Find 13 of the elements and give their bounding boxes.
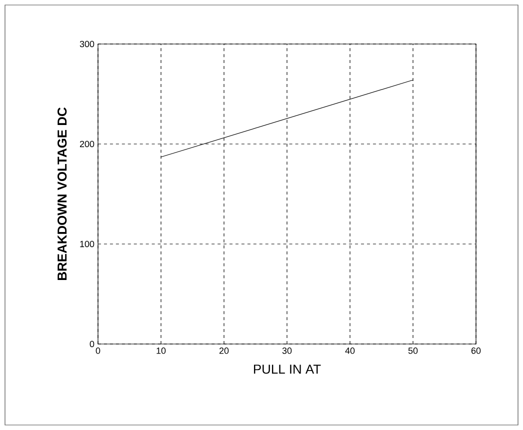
y-tick-label: 200 xyxy=(80,140,94,148)
y-tick-label: 100 xyxy=(80,240,94,248)
y-axis-title: BREAKDOWN VOLTAGE DC xyxy=(58,108,67,280)
x-tick-label: 10 xyxy=(156,348,166,354)
x-tick-label: 50 xyxy=(408,348,418,354)
x-tick-label: 40 xyxy=(345,348,355,354)
y-tick-label: 300 xyxy=(80,40,94,48)
x-axis-title: PULL IN AT xyxy=(254,364,321,374)
x-tick-label: 0 xyxy=(96,348,100,354)
x-tick-label: 30 xyxy=(282,348,292,354)
x-tick-label: 60 xyxy=(471,348,481,354)
x-tick-label: 20 xyxy=(219,348,229,354)
y-tick-label: 0 xyxy=(90,340,94,348)
